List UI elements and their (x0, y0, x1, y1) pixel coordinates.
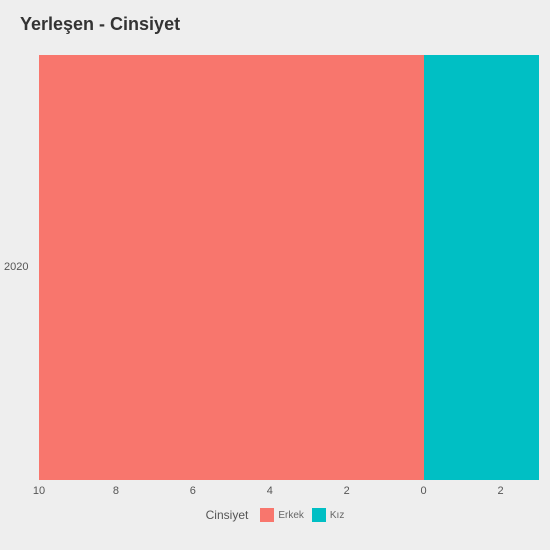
y-tick-label: 2020 (4, 261, 28, 273)
x-tick-label: 4 (267, 485, 273, 497)
legend-item-erkek: Erkek (260, 508, 304, 522)
x-tick-label: 6 (190, 485, 196, 497)
legend-item-kiz: Kız (312, 508, 344, 522)
legend-swatch (260, 508, 274, 522)
legend: Cinsiyet Erkek Kız (0, 508, 550, 522)
plot-area (39, 55, 539, 480)
x-tick-label: 8 (113, 485, 119, 497)
chart-title: Yerleşen - Cinsiyet (20, 14, 180, 35)
legend-label: Erkek (278, 510, 304, 521)
x-tick-label: 0 (421, 485, 427, 497)
bar-kız (424, 55, 539, 480)
chart-container: Yerleşen - Cinsiyet 2020 Cinsiyet Erkek … (0, 0, 550, 550)
legend-label: Kız (330, 510, 344, 521)
x-tick-label: 10 (33, 485, 45, 497)
x-tick-label: 2 (497, 485, 503, 497)
legend-title: Cinsiyet (206, 508, 249, 522)
x-tick-label: 2 (344, 485, 350, 497)
bar-erkek (39, 55, 424, 480)
legend-swatch (312, 508, 326, 522)
